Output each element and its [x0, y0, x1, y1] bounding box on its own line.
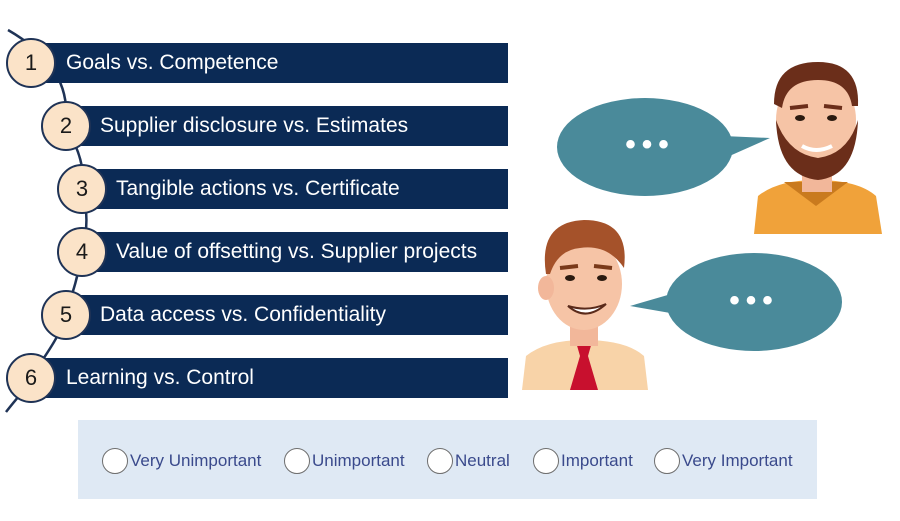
speech-dots-bottom: ••• [729, 284, 779, 317]
rating-option-neutral[interactable]: Neutral [427, 447, 510, 475]
item-label-3: Tangible actions vs. Certificate [116, 177, 400, 200]
item-label-2: Supplier disclosure vs. Estimates [100, 114, 409, 137]
radio-button-icon[interactable] [102, 448, 128, 474]
item-label-1: Goals vs. Competence [66, 51, 279, 74]
rating-option-unimportant[interactable]: Unimportant [284, 447, 405, 475]
rating-option-very-important[interactable]: Very Important [654, 447, 793, 475]
item-label-6: Learning vs. Control [66, 366, 254, 389]
importance-rating-panel: Very Unimportant Unimportant Neutral Imp… [78, 420, 817, 499]
radio-button-icon[interactable] [427, 448, 453, 474]
rating-option-very-unimportant[interactable]: Very Unimportant [102, 447, 261, 475]
item-bar-6: Learning vs. Control [44, 358, 508, 398]
radio-button-icon[interactable] [533, 448, 559, 474]
item-bar-4: Value of offsetting vs. Supplier project… [96, 232, 508, 272]
item-label-4: Value of offsetting vs. Supplier project… [116, 240, 478, 263]
item-number-2: 2 [41, 101, 91, 151]
item-number-1: 1 [6, 38, 56, 88]
item-number-4: 4 [57, 227, 107, 277]
bearded-man-avatar [754, 62, 882, 234]
rating-option-label: Important [561, 451, 633, 470]
item-label-5: Data access vs. Confidentiality [100, 303, 386, 326]
speech-dots-top: ••• [625, 128, 675, 161]
item-number-5: 5 [41, 290, 91, 340]
item-bar-1: Goals vs. Competence [44, 43, 508, 83]
item-number-6: 6 [6, 353, 56, 403]
rating-option-label: Neutral [455, 451, 510, 470]
radio-button-icon[interactable] [284, 448, 310, 474]
speech-bubble-bottom [630, 253, 842, 351]
item-bar-3: Tangible actions vs. Certificate [96, 169, 508, 209]
rating-option-label: Very Important [682, 451, 793, 470]
rating-option-important[interactable]: Important [533, 447, 633, 475]
man-with-tie-avatar [522, 220, 648, 390]
item-number-3: 3 [57, 164, 107, 214]
item-bar-2: Supplier disclosure vs. Estimates [80, 106, 508, 146]
rating-option-label: Unimportant [312, 451, 405, 470]
item-bar-5: Data access vs. Confidentiality [80, 295, 508, 335]
rating-option-label: Very Unimportant [130, 451, 262, 470]
speech-bubble-top [557, 98, 770, 196]
radio-button-icon[interactable] [654, 448, 680, 474]
